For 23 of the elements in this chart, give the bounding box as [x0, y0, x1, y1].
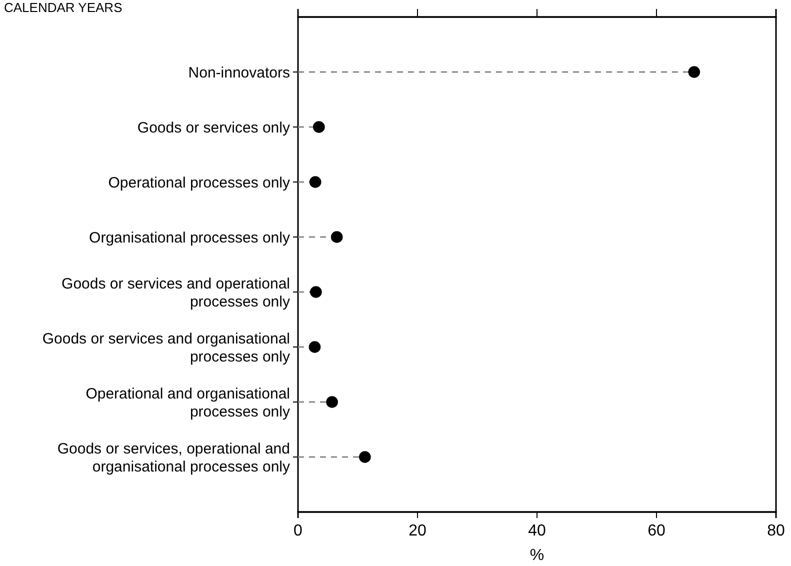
y-tick-label: Operational and organisational processes only	[86, 385, 290, 420]
point	[308, 341, 321, 353]
point	[688, 66, 700, 78]
x-tick-label: 80	[767, 522, 785, 540]
x-tick-label: 0	[294, 522, 303, 540]
point	[312, 121, 325, 133]
y-tick-label: Goods or services and operational processes only	[62, 275, 290, 310]
y-tick-label: Organisational processes only	[89, 229, 290, 246]
point	[330, 231, 343, 243]
y-tick-label: Operational processes only	[108, 174, 290, 192]
point	[310, 286, 322, 298]
point	[326, 396, 338, 408]
x-tick-label: 60	[648, 522, 666, 540]
x-axis-title: %	[530, 547, 544, 564]
text: CALENDAR YEARS	[4, 0, 123, 15]
x-tick-label: 20	[408, 522, 426, 540]
x-tick-label: 40	[528, 522, 546, 540]
y-tick-label: Goods or services, operational and organisational processes only	[57, 440, 290, 476]
y-tick-label: Goods or services only	[137, 119, 290, 136]
y-tick-label: Goods or services and organisational processes only	[42, 330, 290, 366]
point	[309, 176, 322, 188]
point	[359, 451, 371, 463]
y-tick-label: Non-innovators	[188, 64, 290, 82]
